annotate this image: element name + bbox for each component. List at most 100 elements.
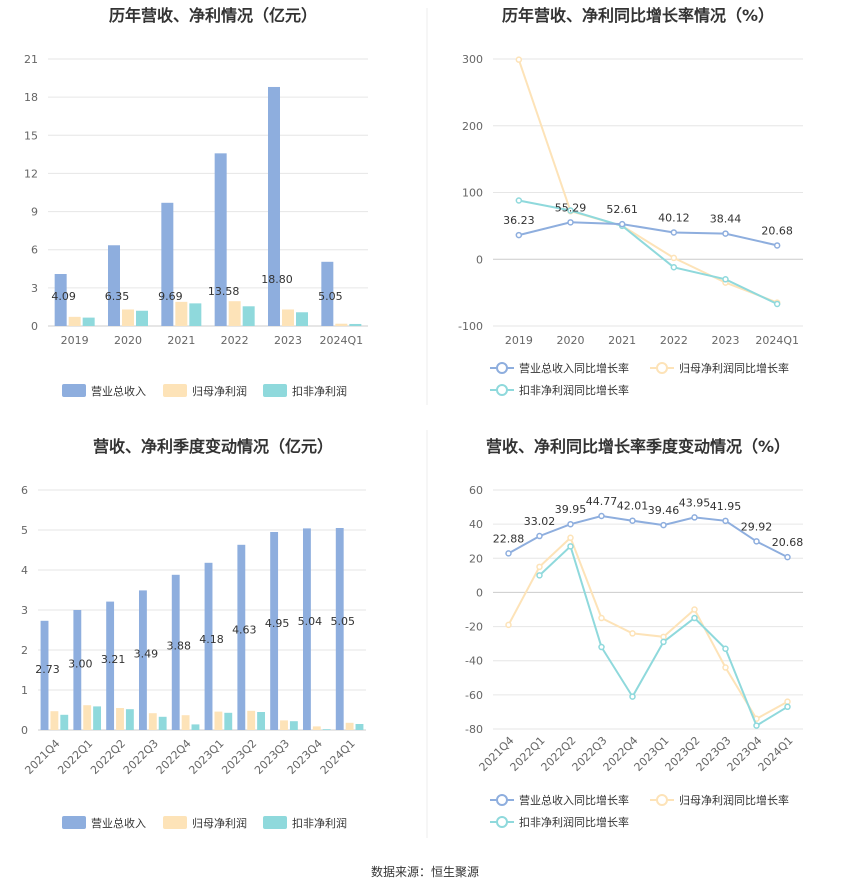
point-0-2023Q4[interactable]	[753, 538, 760, 545]
line-series-2[interactable]	[518, 199, 778, 305]
legend-label[interactable]: 扣非净利润同比增长率	[519, 815, 629, 829]
legend-label[interactable]: 营业总收入同比增长率	[519, 361, 629, 375]
bar-0-2023Q2[interactable]	[237, 544, 246, 730]
point-2-2020[interactable]	[567, 207, 574, 214]
bar-0-2024Q1[interactable]	[321, 261, 334, 326]
point-0-2019[interactable]	[515, 231, 523, 239]
legend-label[interactable]: 归母净利润同比增长率	[679, 793, 789, 807]
legend[interactable]: 营业总收入 归母净利润 扣非净利润	[62, 384, 347, 398]
legend-label[interactable]: 营业总收入	[91, 816, 146, 830]
legend-marker[interactable]	[496, 794, 508, 806]
bar-1-2019[interactable]	[68, 316, 81, 326]
bar-0-2020[interactable]	[108, 245, 120, 326]
legend-swatch[interactable]	[163, 384, 187, 397]
point-0-2022[interactable]	[670, 229, 678, 236]
bar-2-2020[interactable]	[136, 310, 148, 326]
bar-0-2023Q4[interactable]	[302, 528, 311, 730]
point-0-2022Q2[interactable]	[567, 520, 574, 528]
bar-0-2021[interactable]	[161, 202, 174, 326]
legend-label[interactable]: 扣非净利润	[292, 816, 347, 830]
legend-swatch[interactable]	[62, 816, 86, 829]
bar-1-2022[interactable]	[228, 301, 241, 326]
point-2-2022Q3[interactable]	[598, 643, 605, 651]
point-1-2024Q1[interactable]	[784, 698, 791, 705]
line-series-0[interactable]	[508, 514, 788, 558]
bar-2-2022Q3[interactable]	[158, 716, 167, 730]
bar-0-2022Q3[interactable]	[138, 590, 147, 730]
bar-1-2023Q4[interactable]	[312, 726, 321, 730]
bar-2-2021[interactable]	[189, 303, 202, 326]
point-1-2023Q2[interactable]	[691, 606, 698, 613]
point-2-2024Q1[interactable]	[784, 703, 791, 711]
legend-marker[interactable]	[496, 384, 508, 396]
legend-swatch[interactable]	[263, 384, 287, 397]
point-1-2022[interactable]	[670, 254, 678, 262]
point-0-2024Q1[interactable]	[773, 242, 781, 249]
bar-2-2023Q2[interactable]	[257, 712, 266, 730]
bar-2-2021Q4[interactable]	[60, 714, 69, 730]
point-0-2023Q2[interactable]	[691, 514, 698, 521]
bar-1-2024Q1[interactable]	[335, 323, 348, 326]
legend-swatch[interactable]	[163, 816, 187, 829]
point-2-2023[interactable]	[722, 276, 729, 283]
bar-0-2023Q1[interactable]	[204, 562, 213, 730]
point-2-2022Q1[interactable]	[536, 572, 543, 579]
point-0-2022Q4[interactable]	[629, 517, 636, 524]
point-1-2022Q1[interactable]	[536, 563, 543, 571]
point-2-2023Q3[interactable]	[722, 645, 729, 653]
point-1-2023Q3[interactable]	[722, 664, 729, 671]
bar-1-2023[interactable]	[282, 309, 294, 326]
point-0-2021Q4[interactable]	[505, 550, 512, 557]
bar-2-2022[interactable]	[242, 306, 255, 326]
point-2-2022[interactable]	[670, 264, 678, 271]
point-1-2022Q3[interactable]	[598, 614, 605, 622]
point-1-2023Q1[interactable]	[660, 633, 667, 641]
bar-2-2022Q2[interactable]	[125, 709, 134, 730]
point-0-2021[interactable]	[618, 220, 626, 228]
point-1-2022Q2[interactable]	[567, 534, 574, 542]
bar-2-2023[interactable]	[296, 312, 308, 326]
legend-label[interactable]: 营业总收入同比增长率	[519, 793, 629, 807]
point-2-2023Q1[interactable]	[660, 638, 667, 646]
bar-2-2019[interactable]	[82, 317, 95, 326]
point-2-2019[interactable]	[515, 197, 523, 204]
bar-2-2023Q1[interactable]	[224, 712, 233, 730]
bar-1-2023Q2[interactable]	[247, 710, 256, 730]
point-2-2024Q1[interactable]	[773, 300, 781, 308]
bar-1-2023Q3[interactable]	[280, 720, 288, 730]
line-series-1[interactable]	[507, 536, 788, 721]
point-0-2023Q3[interactable]	[722, 517, 729, 525]
bar-1-2021Q4[interactable]	[50, 711, 59, 730]
bar-1-2023Q1[interactable]	[214, 711, 223, 730]
legend[interactable]: 营业总收入 归母净利润 扣非净利润	[62, 816, 347, 830]
legend-marker[interactable]	[656, 362, 668, 374]
legend-marker[interactable]	[496, 816, 508, 828]
bar-0-2023Q3[interactable]	[270, 532, 279, 730]
bar-0-2022Q4[interactable]	[171, 574, 180, 730]
bar-0-2022Q2[interactable]	[106, 601, 115, 730]
bar-0-2019[interactable]	[54, 273, 67, 326]
legend-marker[interactable]	[496, 362, 508, 374]
line-series-0[interactable]	[518, 221, 778, 247]
point-1-2022Q4[interactable]	[629, 630, 636, 637]
point-0-2023Q1[interactable]	[660, 521, 667, 529]
bar-1-2022Q2[interactable]	[116, 708, 124, 730]
bar-0-2024Q1[interactable]	[335, 528, 344, 730]
legend-label[interactable]: 扣非净利润	[292, 384, 347, 398]
bar-2-2024Q1[interactable]	[349, 323, 362, 326]
point-0-2024Q1[interactable]	[784, 553, 791, 561]
point-2-2022Q4[interactable]	[629, 693, 636, 700]
bar-0-2023[interactable]	[268, 86, 280, 326]
bar-2-2022Q4[interactable]	[191, 724, 200, 730]
bar-1-2021[interactable]	[175, 301, 188, 326]
legend-label[interactable]: 归母净利润	[192, 384, 247, 398]
bar-1-2020[interactable]	[122, 309, 134, 326]
bar-1-2022Q1[interactable]	[83, 705, 92, 730]
legend-label[interactable]: 扣非净利润同比增长率	[519, 383, 629, 397]
point-0-2023[interactable]	[722, 230, 729, 237]
legend-label[interactable]: 归母净利润同比增长率	[679, 361, 789, 375]
point-2-2023Q4[interactable]	[753, 722, 760, 729]
bar-2-2022Q1[interactable]	[93, 706, 102, 730]
